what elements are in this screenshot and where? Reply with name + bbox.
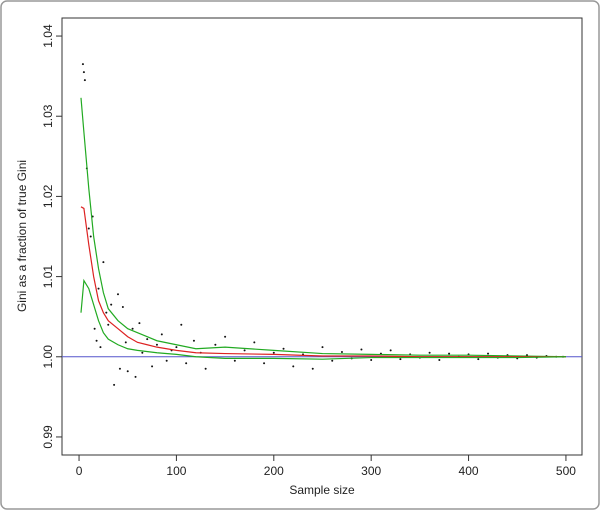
y-tick-label: 1.01 xyxy=(41,265,55,289)
y-tick-label: 1.00 xyxy=(41,345,55,369)
point xyxy=(113,383,116,386)
point xyxy=(272,351,275,354)
y-tick-label: 0.99 xyxy=(41,425,55,449)
point xyxy=(175,346,178,349)
point xyxy=(487,352,490,355)
point xyxy=(243,349,246,352)
point xyxy=(321,346,324,349)
point xyxy=(360,348,363,351)
point xyxy=(134,375,137,378)
point xyxy=(399,358,402,361)
point xyxy=(124,341,127,344)
point xyxy=(389,349,392,352)
x-tick-label: 100 xyxy=(166,464,186,478)
point xyxy=(131,327,134,330)
point xyxy=(102,261,105,264)
point xyxy=(97,287,100,290)
point xyxy=(146,338,149,341)
point xyxy=(138,322,141,325)
point xyxy=(448,352,451,355)
x-tick-label: 200 xyxy=(264,464,284,478)
point xyxy=(118,367,121,370)
point xyxy=(121,306,124,309)
line xyxy=(80,206,566,358)
line xyxy=(80,97,566,358)
y-tick-label: 1.03 xyxy=(41,104,55,128)
point xyxy=(282,347,285,350)
point xyxy=(165,359,168,362)
y-tick-label: 1.04 xyxy=(41,24,55,48)
point xyxy=(292,365,295,368)
y-axis-label: Gini as a fraction of true Gini xyxy=(15,160,29,312)
point xyxy=(81,63,84,66)
point xyxy=(95,339,98,342)
point xyxy=(116,293,119,296)
point xyxy=(477,358,480,361)
point xyxy=(331,359,334,362)
point xyxy=(82,71,85,74)
point xyxy=(110,303,113,306)
point xyxy=(107,323,110,326)
point xyxy=(438,358,441,361)
plot-box xyxy=(61,17,583,456)
point xyxy=(192,339,195,342)
line xyxy=(80,278,566,360)
point xyxy=(151,365,154,368)
point xyxy=(155,343,158,346)
point xyxy=(311,367,314,370)
x-axis-label: Sample size xyxy=(289,483,355,497)
point xyxy=(99,346,102,349)
point xyxy=(263,362,266,365)
point xyxy=(233,359,236,362)
x-tick-label: 400 xyxy=(459,464,479,478)
point xyxy=(428,351,431,354)
point xyxy=(185,362,188,365)
point xyxy=(83,79,86,82)
point xyxy=(180,323,183,326)
point xyxy=(253,341,256,344)
point xyxy=(87,227,90,230)
point xyxy=(224,335,227,338)
point xyxy=(214,343,217,346)
point xyxy=(141,351,144,354)
y-tick-label: 1.02 xyxy=(41,184,55,208)
x-tick-label: 300 xyxy=(361,464,381,478)
x-tick-label: 500 xyxy=(556,464,576,478)
point xyxy=(89,235,92,238)
point xyxy=(370,358,373,361)
x-tick-label: 0 xyxy=(76,464,83,478)
point xyxy=(204,367,207,370)
point xyxy=(126,370,129,373)
point xyxy=(93,327,96,330)
point xyxy=(160,333,163,336)
point xyxy=(105,311,108,314)
point xyxy=(340,350,343,353)
